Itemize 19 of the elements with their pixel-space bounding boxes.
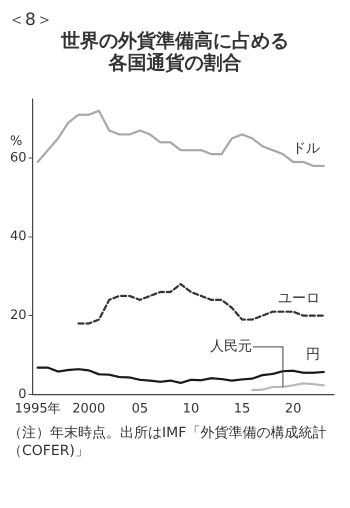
series-label: ドル — [292, 140, 320, 156]
x-tick-label: 05 — [132, 401, 148, 416]
text: 人民元 — [210, 338, 252, 354]
x-tick-label: 1995年 — [14, 401, 61, 416]
series-label: ユーロ — [278, 290, 320, 306]
line-series — [77, 282, 325, 324]
chart-title: 世界の外貨準備高に占める各国通貨の割合 — [60, 30, 290, 75]
series-label: 円 — [306, 346, 320, 362]
y-axis-title: % — [10, 134, 22, 149]
text: （注）年末時点。出所はIMF「外貨準備の構成統計（COFER)」 — [8, 424, 328, 460]
x-tick-label: 20 — [284, 401, 302, 416]
chart-subtitle: ＜8＞ — [8, 9, 54, 31]
y-tick-label: 20 — [10, 308, 27, 323]
x-tick-label: 10 — [182, 401, 200, 416]
y-tick-label: 40 — [10, 228, 27, 244]
x-tick-label: 15 — [234, 401, 250, 416]
y-tick-label: 0 — [18, 386, 27, 402]
x-tick-label: 2000 — [72, 401, 106, 416]
y-tick-label: 60 — [10, 150, 27, 166]
